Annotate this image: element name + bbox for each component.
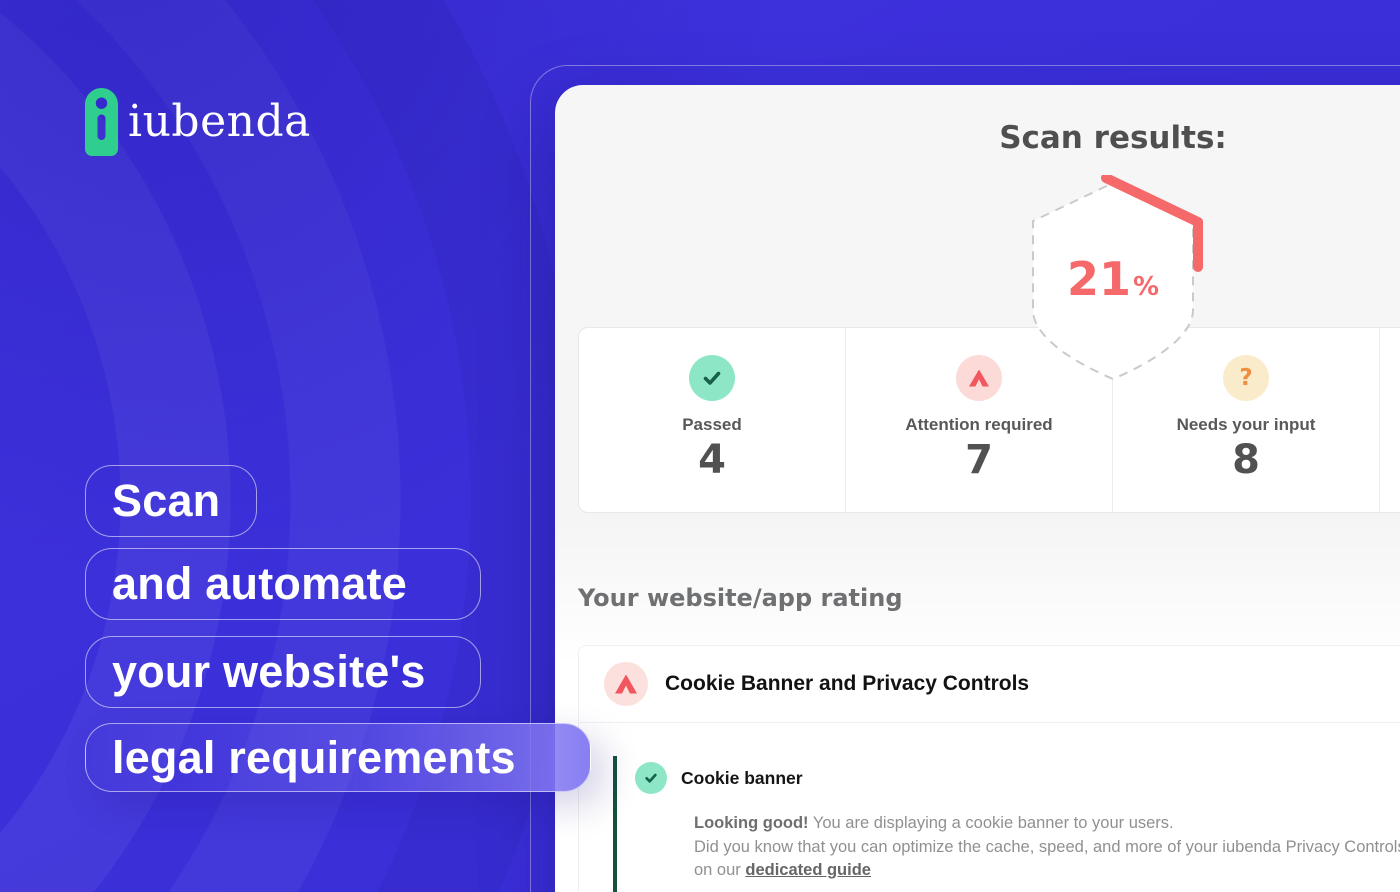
attention-triangle-icon <box>956 355 1002 401</box>
keyhole-logo-icon <box>85 88 118 156</box>
stat-attention-required: Attention required 7 <box>846 328 1113 512</box>
item-line-2: Did you know that you can optimize the c… <box>694 837 1400 856</box>
hero-pill-and-automate: and automate <box>85 548 481 620</box>
section-alert-triangle-icon <box>604 662 648 706</box>
stat-column-clipped <box>1380 328 1400 512</box>
shield-dashed-outline <box>1032 181 1194 381</box>
hero-line-2: and automate <box>112 558 407 609</box>
hero-line-4: legal requirements <box>112 731 516 783</box>
score-value: 21 <box>1066 252 1131 306</box>
section-title: Cookie Banner and Privacy Controls <box>665 672 1030 695</box>
logo-wordmark: iubenda <box>128 96 311 147</box>
question-icon: ? <box>1223 355 1269 401</box>
item-title: Cookie banner <box>681 768 803 788</box>
scan-stats-row: Passed 4 Attention required 7 ? Needs yo… <box>578 327 1400 513</box>
dedicated-guide-link[interactable]: dedicated guide <box>745 861 871 879</box>
item-line-1: Looking good! You are displaying a cooki… <box>694 814 1174 832</box>
score-unit: % <box>1132 272 1160 302</box>
cookie-banner-section-card: Cookie Banner and Privacy Controls Cooki… <box>578 645 1400 892</box>
stat-attention-label: Attention required <box>905 415 1053 434</box>
iubenda-logo: iubenda <box>85 88 311 156</box>
score-readout: 21 % <box>1038 252 1188 306</box>
rating-heading: Your website/app rating <box>578 584 903 612</box>
scan-results-title: Scan results: <box>999 120 1227 156</box>
cookie-banner-section-header[interactable]: Cookie Banner and Privacy Controls <box>579 646 1400 723</box>
stat-needs-input-value: 8 <box>1232 437 1260 483</box>
item-description: Looking good! You are displaying a cooki… <box>694 812 1400 883</box>
passed-check-icon <box>689 355 735 401</box>
stat-passed: Passed 4 <box>579 328 846 512</box>
stat-needs-input-label: Needs your input <box>1176 415 1316 434</box>
item-line-3: on our dedicated guide <box>694 861 871 879</box>
hero-pill-your-websites: your website's <box>85 636 481 708</box>
item-check-icon <box>635 762 667 794</box>
hero-pill-scan: Scan <box>85 465 257 537</box>
card-outline <box>530 65 1400 892</box>
item-status-bar <box>613 756 617 892</box>
stat-attention-value: 7 <box>965 437 993 483</box>
shield-progress-arc <box>1101 173 1203 272</box>
stat-passed-label: Passed <box>682 415 742 434</box>
hero-pill-legal-requirements: legal requirements <box>85 723 591 792</box>
stat-needs-input: ? Needs your input 8 <box>1113 328 1380 512</box>
hero-line-3: your website's <box>112 646 426 697</box>
score-shield <box>1018 173 1208 390</box>
stat-passed-value: 4 <box>698 437 726 483</box>
hero-line-1: Scan <box>112 475 221 526</box>
